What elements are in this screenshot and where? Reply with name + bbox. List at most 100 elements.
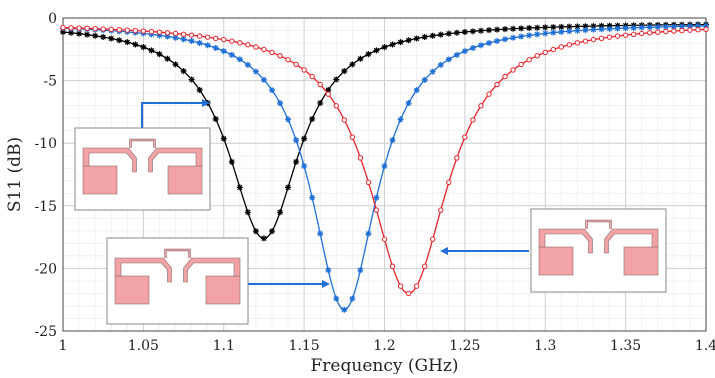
y-tick-label: -25 (34, 324, 57, 340)
data-point (100, 34, 107, 41)
data-point (76, 30, 83, 37)
data-point (429, 32, 436, 39)
data-point (156, 29, 163, 35)
x-tick-label: 1.05 (128, 338, 159, 354)
data-point (494, 37, 501, 44)
data-point (437, 61, 444, 68)
data-point (325, 91, 331, 97)
plot-frame (62, 17, 707, 332)
data-point (582, 27, 589, 34)
data-point (486, 91, 492, 97)
data-point (606, 25, 613, 32)
arrow-black-inset (141, 99, 210, 128)
data-point (349, 61, 356, 68)
data-point (542, 24, 549, 31)
y-tick-label: 0 (48, 11, 57, 27)
data-point (397, 283, 404, 289)
x-tick-label: 1.35 (610, 338, 641, 354)
data-point (237, 40, 243, 46)
data-point (244, 209, 251, 216)
data-point (614, 25, 621, 32)
data-point (582, 23, 589, 30)
data-point (454, 155, 460, 161)
data-point (188, 32, 195, 38)
data-point (357, 55, 364, 62)
series-layer (60, 21, 709, 313)
data-point (598, 22, 605, 29)
data-point (68, 29, 75, 36)
data-point (293, 61, 299, 68)
data-point (228, 158, 235, 165)
data-point (663, 28, 669, 35)
data-point (461, 48, 468, 55)
x-tick-label: 1.15 (289, 338, 320, 354)
data-point (550, 46, 556, 53)
data-point (373, 194, 380, 201)
data-point (477, 42, 484, 49)
data-point (268, 228, 275, 235)
data-point (566, 23, 573, 30)
data-point (526, 57, 532, 63)
x-axis-label: Frequency (GHz) (311, 356, 459, 374)
data-point (405, 37, 412, 44)
data-point (92, 32, 99, 39)
data-point (285, 116, 292, 123)
data-point (574, 40, 581, 46)
data-point (349, 134, 356, 140)
data-point (196, 86, 203, 93)
data-point (646, 24, 653, 31)
data-point (156, 32, 163, 39)
antenna-inset-blue (106, 237, 249, 325)
data-point (172, 34, 179, 41)
y-axis-label: S11 (dB) (5, 137, 25, 212)
data-point (655, 29, 661, 35)
data-point (252, 228, 259, 235)
data-point (606, 34, 613, 40)
data-point (582, 38, 589, 44)
data-point (694, 23, 701, 30)
data-point (687, 27, 693, 33)
data-point (566, 28, 573, 35)
data-point (381, 163, 388, 170)
data-point (277, 100, 284, 107)
data-point (678, 23, 685, 30)
data-point (148, 31, 155, 38)
data-point (365, 179, 372, 186)
data-point (204, 34, 211, 40)
data-point (108, 35, 115, 42)
data-point (212, 44, 219, 51)
x-tick-label: 1.2 (373, 338, 395, 354)
data-point (679, 27, 685, 34)
data-point (510, 67, 516, 73)
data-point (132, 27, 139, 34)
data-point (373, 47, 380, 54)
data-point (228, 51, 235, 58)
data-point (421, 263, 428, 270)
data-point (438, 207, 444, 213)
data-point (469, 44, 476, 51)
data-point (156, 51, 163, 58)
data-point (108, 26, 114, 33)
data-point (124, 39, 131, 46)
inset-layer (74, 99, 667, 325)
data-point (494, 81, 500, 88)
data-point (502, 26, 509, 33)
antenna-inset-red (530, 208, 667, 293)
data-point (341, 306, 348, 313)
data-point (502, 73, 508, 80)
data-point (558, 44, 565, 50)
data-point (453, 51, 460, 58)
data-point (180, 31, 187, 37)
data-point (317, 230, 324, 237)
data-point (220, 48, 227, 55)
data-point (236, 184, 243, 191)
data-point (301, 67, 307, 73)
data-point (598, 26, 605, 33)
data-point (148, 47, 155, 54)
data-point (204, 42, 211, 49)
data-point (389, 41, 396, 48)
data-point (244, 61, 251, 68)
data-point (421, 34, 428, 41)
